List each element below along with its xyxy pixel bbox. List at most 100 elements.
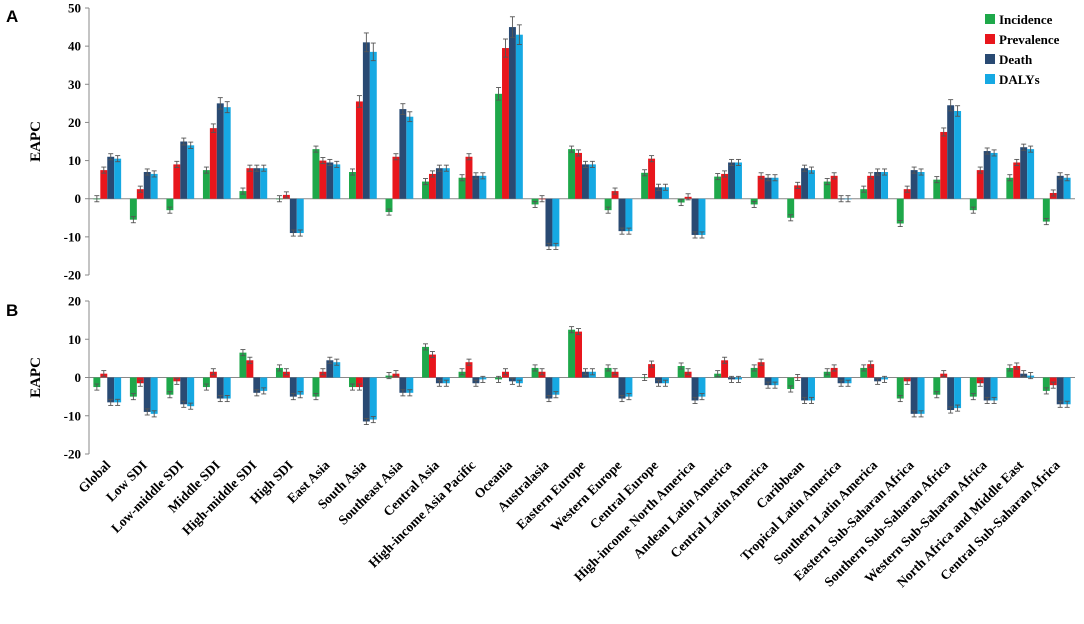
bar-dalys <box>369 51 377 199</box>
bar-death <box>947 377 955 411</box>
bar-dalys <box>881 172 889 199</box>
bar-death <box>874 172 882 199</box>
bar-dalys <box>588 164 596 199</box>
legend-swatch-death <box>985 54 995 64</box>
bar-incidence <box>93 377 101 388</box>
legend-label-prevalence: Prevalence <box>999 32 1060 47</box>
bar-death <box>362 377 370 422</box>
bar-incidence <box>568 329 576 378</box>
bar-incidence <box>604 367 612 378</box>
bar-dalys <box>479 175 487 199</box>
bar-death <box>399 109 407 199</box>
bar-death <box>180 141 188 199</box>
bar-dalys <box>442 168 450 199</box>
bar-death <box>910 377 918 414</box>
bar-dalys <box>1063 177 1071 199</box>
bar-prevalence <box>1013 366 1021 378</box>
bar-prevalence <box>611 191 619 199</box>
bar-incidence <box>677 366 685 378</box>
bar-incidence <box>312 149 320 199</box>
bar-death <box>618 198 626 232</box>
bar-dalys <box>625 198 633 232</box>
bar-prevalence <box>319 160 327 199</box>
y-tick-label: 20 <box>68 294 81 309</box>
bar-prevalence <box>721 360 729 378</box>
bar-incidence <box>385 198 393 213</box>
bar-dalys <box>552 377 560 395</box>
bar-death <box>326 162 334 199</box>
bar-death <box>764 377 772 386</box>
bar-prevalence <box>830 367 838 378</box>
y-tick-label: 40 <box>68 39 81 54</box>
bar-dalys <box>406 377 414 393</box>
bar-incidence <box>750 367 758 378</box>
bar-prevalence <box>355 101 363 199</box>
y-tick-label: -10 <box>64 229 81 244</box>
bar-incidence <box>312 377 320 397</box>
bar-incidence <box>349 377 356 388</box>
bar-prevalence <box>502 48 509 199</box>
bar-incidence <box>1006 177 1014 199</box>
bar-prevalence <box>976 170 984 199</box>
bar-dalys <box>735 162 742 199</box>
bar-prevalence <box>757 175 765 199</box>
bar-death <box>253 377 261 393</box>
bar-dalys <box>114 377 122 403</box>
bar-prevalence <box>940 131 948 199</box>
bar-death <box>582 164 589 199</box>
bar-incidence <box>933 377 941 395</box>
bar-dalys <box>917 172 925 199</box>
bar-prevalence <box>867 175 875 199</box>
bar-prevalence <box>136 189 144 199</box>
bar-death <box>801 168 809 199</box>
y-tick-label: -10 <box>64 408 81 423</box>
bar-dalys <box>808 170 815 199</box>
bar-death <box>764 177 772 199</box>
panel-label: A <box>6 7 18 26</box>
bar-death <box>289 377 297 397</box>
bar-dalys <box>369 377 377 420</box>
bar-incidence <box>129 198 137 220</box>
y-tick-label: 0 <box>75 370 82 385</box>
bar-death <box>326 360 334 378</box>
bar-death <box>107 156 115 199</box>
bar-prevalence <box>355 377 363 388</box>
bar-incidence <box>422 181 429 199</box>
bar-prevalence <box>757 362 765 378</box>
bar-incidence <box>787 198 795 218</box>
bar-dalys <box>1063 377 1071 405</box>
bar-prevalence <box>867 364 875 378</box>
bar-death <box>107 377 115 403</box>
bar-dalys <box>187 377 195 407</box>
y-tick-label: -20 <box>64 447 81 462</box>
bar-incidence <box>166 377 174 395</box>
bar-death <box>983 151 991 199</box>
bar-incidence <box>349 172 356 199</box>
bar-death <box>1020 147 1028 199</box>
bar-dalys <box>114 158 122 199</box>
y-tick-label: 30 <box>68 77 81 92</box>
y-tick-label: 10 <box>68 153 81 168</box>
bar-death <box>655 187 662 199</box>
legend-label-dalys: DALYs <box>999 72 1040 87</box>
bar-dalys <box>406 116 414 199</box>
bar-dalys <box>661 187 669 199</box>
bar-prevalence <box>392 156 400 199</box>
bar-incidence <box>604 198 612 211</box>
legend-label-death: Death <box>999 52 1033 67</box>
bar-death <box>362 42 370 199</box>
bar-prevalence <box>830 175 838 199</box>
bar-prevalence <box>465 362 473 378</box>
bar-dalys <box>990 152 998 199</box>
bar-death <box>983 377 991 401</box>
bar-incidence <box>787 377 795 389</box>
legend-swatch-dalys <box>985 74 995 84</box>
bar-incidence <box>1006 367 1014 378</box>
bar-dalys <box>223 377 231 399</box>
bar-death <box>691 377 699 401</box>
bar-incidence <box>495 93 503 199</box>
y-tick-label: 50 <box>68 1 81 16</box>
bar-death <box>289 198 297 234</box>
bar-prevalence <box>465 156 473 199</box>
bar-death <box>691 198 699 235</box>
